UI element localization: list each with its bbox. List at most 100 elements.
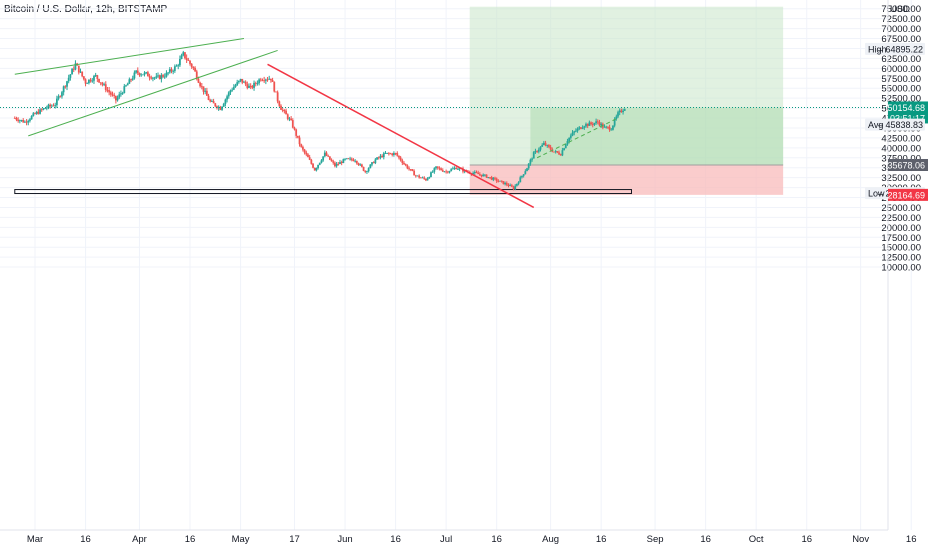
candle-body [175, 65, 178, 67]
candle-body [605, 126, 608, 128]
candle-body [492, 177, 495, 180]
currency-label: USD [890, 4, 910, 15]
candle-body [50, 105, 53, 107]
candle-body [264, 79, 267, 81]
y-tick-label: 52500.00 [881, 94, 921, 105]
candle-body [109, 92, 112, 95]
candle-body [197, 78, 200, 83]
candle-body [558, 152, 560, 155]
candle-body [521, 175, 523, 178]
candle-body [403, 163, 405, 165]
candle-body [369, 164, 372, 169]
candle-body [473, 172, 476, 174]
candle-body [354, 160, 357, 162]
candle-body [128, 79, 131, 84]
candle-body [219, 106, 222, 110]
candle-body [167, 72, 170, 74]
y-tick-label: 32500.00 [881, 173, 921, 184]
trendline [536, 117, 619, 159]
candle-body [574, 130, 577, 132]
candle-body [534, 150, 537, 153]
candle-body [278, 101, 281, 106]
x-tick-label: 16 [906, 534, 917, 545]
candle-body [244, 81, 247, 85]
candle-body [332, 161, 335, 163]
candle-body [211, 101, 213, 102]
candle-body [23, 121, 26, 123]
candle-body [17, 119, 20, 122]
candle-body [86, 83, 89, 84]
candle-body [573, 131, 576, 133]
candle-body [160, 75, 163, 80]
x-tick-label: Oct [749, 534, 764, 545]
candle-body [72, 68, 75, 70]
candle-body [296, 135, 299, 138]
candle-body [507, 184, 510, 187]
candle-body [93, 76, 95, 81]
candle-body [111, 94, 114, 96]
candle-body [581, 127, 584, 129]
candle-body [622, 110, 624, 113]
candle-body [291, 120, 294, 128]
candle-body [330, 159, 333, 162]
current-price-value: 50154.68 [887, 103, 925, 113]
x-tick-label: 16 [596, 534, 607, 545]
trendline [14, 38, 245, 75]
current-price-badge [888, 101, 928, 124]
candle-body [106, 90, 109, 91]
countdown: 03:51:17 [890, 113, 925, 123]
candle-body [590, 122, 592, 125]
candle-body [81, 71, 84, 77]
candle-body [489, 177, 491, 178]
loss-zone [469, 164, 784, 195]
candle-body [221, 106, 223, 110]
candle-body [428, 177, 431, 179]
candle-body [226, 96, 228, 100]
candle-body [195, 71, 198, 79]
candle-body [524, 171, 527, 175]
candle-body [450, 169, 453, 172]
x-tick-label: Jun [337, 534, 352, 545]
candle-body [418, 175, 421, 178]
candle-body [315, 168, 318, 171]
candle-body [18, 120, 21, 122]
candle-body [79, 71, 82, 73]
candle-body [495, 178, 498, 182]
y-tick-label: 17500.00 [881, 233, 921, 244]
y-tick-label: 55000.00 [881, 84, 921, 95]
candle-body [241, 78, 244, 83]
candle-body [451, 168, 454, 170]
candle-body [578, 127, 581, 129]
candle-body [190, 63, 193, 68]
candle-body [571, 132, 574, 136]
candle-body [305, 152, 308, 155]
candle-body [483, 174, 486, 176]
candle-body [399, 157, 402, 161]
candle-body [544, 142, 547, 146]
candle-body [347, 158, 350, 160]
candle-body [317, 164, 319, 169]
candle-body [536, 150, 539, 152]
candle-body [273, 81, 276, 92]
candle-body [559, 154, 562, 156]
candle-body [172, 70, 175, 72]
candle-body [561, 150, 564, 156]
y-tick-label: 15000.00 [881, 243, 921, 254]
candle-body [295, 129, 298, 136]
candle-body [457, 169, 459, 170]
candle-body [285, 110, 287, 115]
candle-body [114, 95, 117, 101]
candle-body [414, 175, 417, 177]
candle-body [232, 87, 235, 90]
candle-body [229, 90, 232, 93]
y-tick-label: 12500.00 [881, 253, 921, 264]
candle-body [350, 158, 353, 160]
candle-body [204, 90, 207, 92]
candle-body [270, 78, 272, 81]
y-tick-label: 42500.00 [881, 133, 921, 144]
candle-body [30, 115, 33, 120]
time-axis[interactable]: Mar 16 Apr 16 May 17 Jun 16 Jul 16 Aug 16 Sep 16 Oct 16… [0, 529, 917, 545]
price-axis[interactable]: 10000.0012500.0015000.0017500.0020000.00… [881, 0, 921, 530]
candle-body [59, 96, 62, 98]
